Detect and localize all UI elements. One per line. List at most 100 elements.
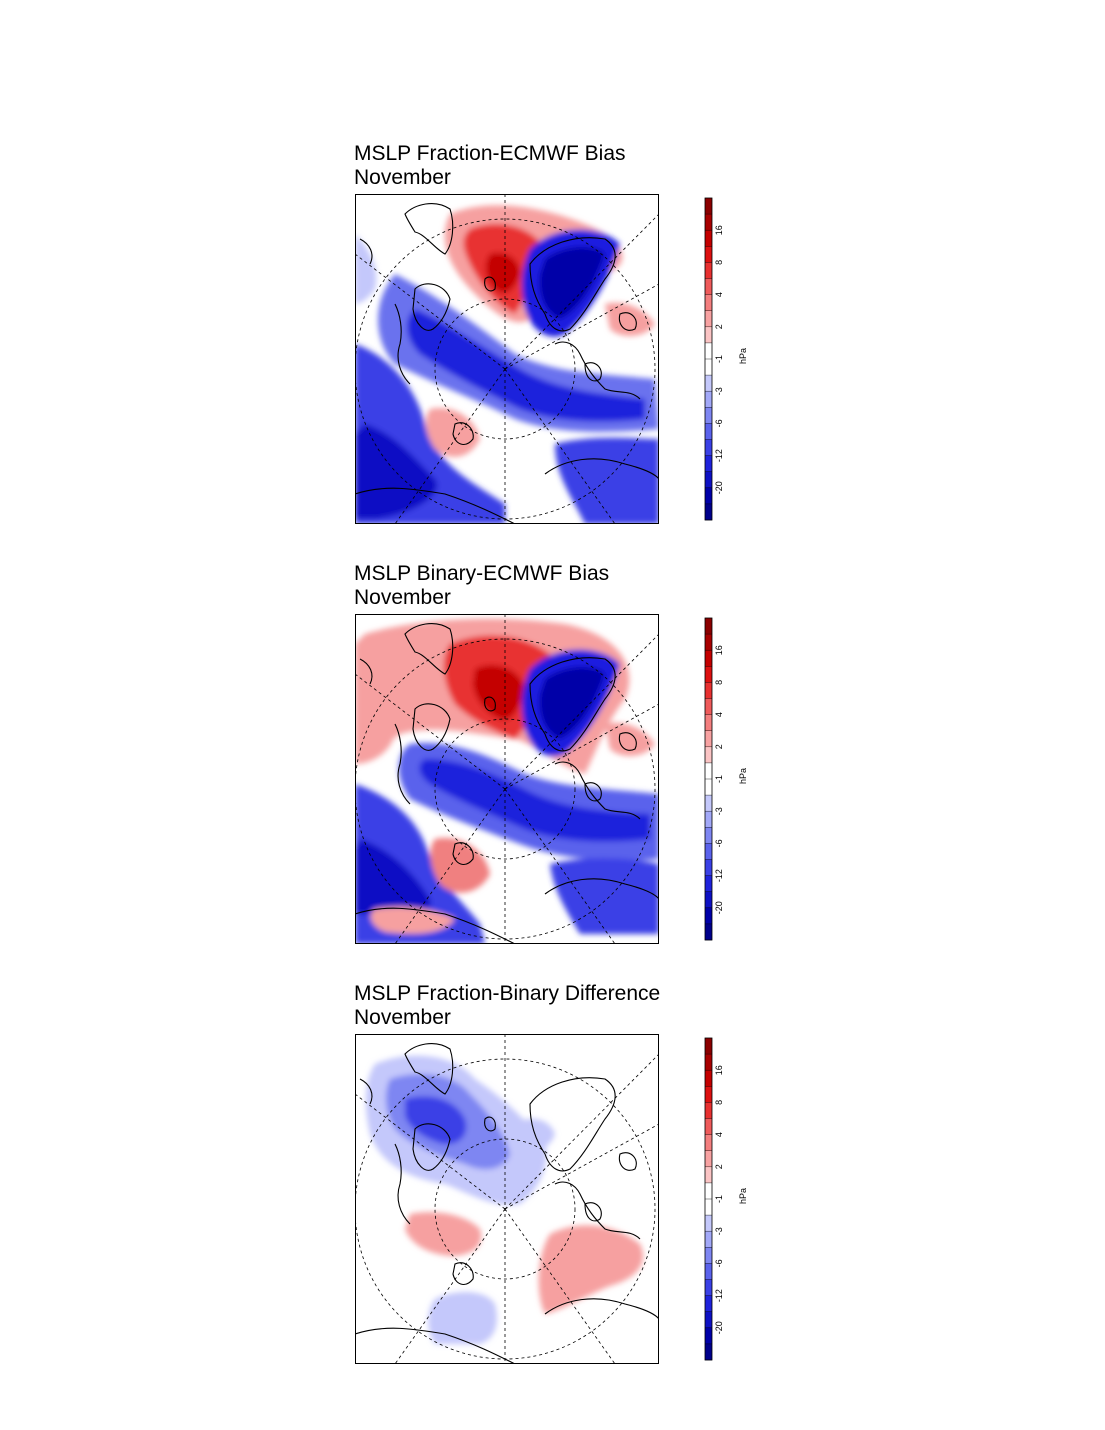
negative-anomaly-southwest-core bbox=[355, 424, 437, 519]
colorbar-segment bbox=[705, 375, 712, 392]
colorbar-segment bbox=[705, 923, 712, 941]
panel-title: MSLP Fraction-ECMWF Bias bbox=[354, 142, 626, 165]
graticule bbox=[355, 194, 659, 524]
colorbar-segment bbox=[705, 634, 712, 651]
colorbar-segment bbox=[705, 827, 712, 844]
colorbar-segment bbox=[705, 666, 712, 683]
positive-anomaly-east bbox=[605, 302, 655, 336]
colorbar-tick-label: -1 bbox=[714, 355, 724, 363]
bias-map bbox=[355, 614, 659, 944]
coastlines bbox=[355, 1043, 659, 1364]
colorbar-segment bbox=[705, 1054, 712, 1071]
colorbar-tick-label: -20 bbox=[714, 901, 724, 914]
colorbar: 16 8 4 2 -1 -3 -6 -12 -20 hPa bbox=[700, 614, 760, 944]
positive-anomaly-west bbox=[355, 694, 395, 764]
graticule bbox=[355, 1034, 659, 1364]
colorbar-segment bbox=[705, 907, 712, 925]
positive-difference-southwest bbox=[405, 1212, 482, 1256]
colorbar-segment bbox=[705, 1182, 712, 1200]
bias-map bbox=[355, 194, 659, 524]
colorbar-segment bbox=[705, 1038, 712, 1055]
colorbar-segment bbox=[705, 875, 712, 892]
colorbar-segment bbox=[705, 246, 712, 263]
colorbar-segment bbox=[705, 1086, 712, 1103]
negative-anomaly-southeast bbox=[550, 858, 659, 934]
positive-difference-southeast bbox=[538, 1225, 644, 1314]
coastlines bbox=[355, 623, 659, 944]
colorbar-tick-label: -12 bbox=[714, 449, 724, 462]
colorbar-unit-label: hPa bbox=[738, 1188, 748, 1204]
negative-anomaly-greenland-core bbox=[539, 667, 605, 739]
colorbar-segment bbox=[705, 1343, 712, 1361]
colorbar-tick-label: 16 bbox=[714, 645, 724, 655]
colorbar-tick-label: 4 bbox=[714, 1132, 724, 1137]
negative-anomaly-greenland-core bbox=[539, 247, 605, 319]
colorbar-segment bbox=[705, 1102, 712, 1119]
colorbar-segment bbox=[705, 811, 712, 828]
panel-subtitle: November bbox=[354, 586, 451, 609]
colorbar-tick-label: -1 bbox=[714, 1195, 724, 1203]
panel-fraction-ecmwf: MSLP Fraction-ECMWF Bias November bbox=[0, 0, 1105, 524]
colorbar-tick-label: -20 bbox=[714, 481, 724, 494]
colorbar-segment bbox=[705, 1166, 712, 1184]
colorbar-segment bbox=[705, 1295, 712, 1312]
colorbar-segment bbox=[705, 310, 712, 328]
colorbar-segment bbox=[705, 1215, 712, 1232]
colorbar-segment bbox=[705, 294, 712, 311]
colorbar-segment bbox=[705, 650, 712, 667]
colorbar-segment bbox=[705, 262, 712, 279]
difference-map bbox=[355, 1034, 659, 1364]
colorbar-tick-label: 8 bbox=[714, 260, 724, 265]
colorbar-segment bbox=[705, 423, 712, 440]
colorbar: 16 8 4 2 -1 -3 -6 -12 -20 hPa bbox=[700, 1034, 760, 1364]
colorbar-segment bbox=[705, 618, 712, 635]
colorbar-segment bbox=[705, 407, 712, 424]
colorbar-tick-label: 4 bbox=[714, 292, 724, 297]
positive-anomaly-south bbox=[370, 907, 455, 934]
colorbar-tick-label: -6 bbox=[714, 839, 724, 847]
colorbar-segment bbox=[705, 391, 712, 408]
colorbar-segment bbox=[705, 1279, 712, 1296]
panel-subtitle: November bbox=[354, 166, 451, 189]
colorbar-segment bbox=[705, 503, 712, 521]
colorbar-segment bbox=[705, 714, 712, 731]
colorbar-segment bbox=[705, 843, 712, 860]
positive-anomaly-southwest bbox=[430, 838, 490, 893]
colorbar-segment bbox=[705, 698, 712, 715]
negative-difference-core bbox=[405, 1096, 467, 1145]
colorbar-segment bbox=[705, 230, 712, 247]
colorbar-unit-label: hPa bbox=[738, 768, 748, 784]
colorbar-tick-label: 8 bbox=[714, 680, 724, 685]
colorbar-segment bbox=[705, 1311, 712, 1329]
colorbar-segment bbox=[705, 1070, 712, 1087]
negative-anomaly-west-edge bbox=[355, 234, 377, 304]
panel-title: MSLP Fraction-Binary Difference bbox=[354, 982, 661, 1005]
positive-anomaly-max bbox=[485, 252, 520, 294]
colorbar-segment bbox=[705, 214, 712, 231]
graticule bbox=[355, 614, 659, 944]
colorbar-segment bbox=[705, 455, 712, 472]
colorbar-tick-label: 4 bbox=[714, 712, 724, 717]
colorbar-segment bbox=[705, 1263, 712, 1280]
panel-binary-ecmwf: MSLP Binary-ECMWF Bias November bbox=[0, 420, 1105, 944]
colorbar-tick-label: 2 bbox=[714, 1164, 724, 1169]
colorbar-tick-label: -12 bbox=[714, 1289, 724, 1302]
coastlines bbox=[355, 203, 659, 524]
colorbar-segment bbox=[705, 1231, 712, 1248]
colorbar-tick-label: -3 bbox=[714, 387, 724, 395]
negative-anomaly-band-core bbox=[407, 309, 645, 422]
colorbar-segment bbox=[705, 795, 712, 812]
colorbar-tick-label: -12 bbox=[714, 869, 724, 882]
colorbar-tick-label: 16 bbox=[714, 1065, 724, 1075]
colorbar-tick-label: -20 bbox=[714, 1321, 724, 1334]
colorbar-tick-label: 2 bbox=[714, 744, 724, 749]
colorbar-segment bbox=[705, 1327, 712, 1345]
colorbar-segment bbox=[705, 891, 712, 909]
colorbar-segment bbox=[705, 342, 712, 360]
colorbar-tick-label: 16 bbox=[714, 225, 724, 235]
positive-anomaly-max bbox=[473, 665, 525, 720]
colorbar-segment bbox=[705, 730, 712, 748]
colorbar-segment bbox=[705, 1118, 712, 1135]
colorbar-tick-label: -6 bbox=[714, 1259, 724, 1267]
negative-difference-south bbox=[428, 1292, 497, 1344]
